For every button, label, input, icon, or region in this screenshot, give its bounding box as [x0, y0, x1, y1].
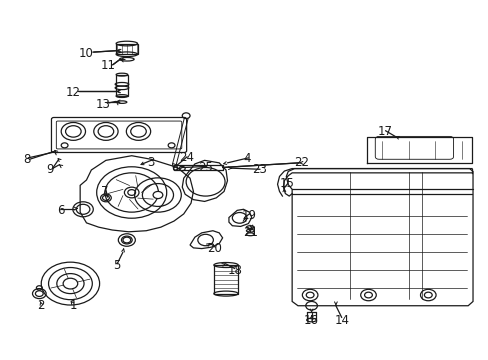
Text: 2: 2: [38, 299, 45, 312]
Text: 1: 1: [69, 299, 77, 312]
Text: 25: 25: [198, 161, 213, 174]
Text: 16: 16: [304, 314, 319, 327]
Circle shape: [364, 292, 372, 298]
Circle shape: [127, 190, 135, 195]
Bar: [116, 44, 137, 54]
Text: 8: 8: [23, 153, 30, 166]
Text: 22: 22: [294, 156, 309, 169]
Text: 11: 11: [101, 59, 116, 72]
Text: 6: 6: [57, 204, 64, 217]
Text: 13: 13: [96, 98, 111, 111]
Text: 4: 4: [243, 152, 250, 165]
Text: 14: 14: [334, 314, 348, 327]
Text: 17: 17: [377, 125, 392, 138]
Circle shape: [63, 278, 78, 289]
Text: 12: 12: [66, 86, 81, 99]
Text: 9: 9: [46, 163, 54, 176]
Text: 3: 3: [147, 156, 155, 169]
Text: 24: 24: [178, 151, 193, 165]
Text: 18: 18: [227, 264, 242, 276]
Circle shape: [305, 292, 313, 298]
Text: 5: 5: [113, 259, 121, 272]
Text: 20: 20: [206, 242, 222, 255]
Text: 10: 10: [79, 47, 94, 60]
Text: 23: 23: [251, 163, 266, 176]
Bar: [213, 265, 238, 294]
Circle shape: [424, 292, 431, 298]
Circle shape: [153, 192, 163, 199]
Bar: [116, 75, 127, 96]
Text: 7: 7: [101, 185, 108, 198]
Text: 19: 19: [242, 208, 256, 221]
Text: 15: 15: [279, 177, 294, 190]
Text: 21: 21: [243, 226, 257, 239]
